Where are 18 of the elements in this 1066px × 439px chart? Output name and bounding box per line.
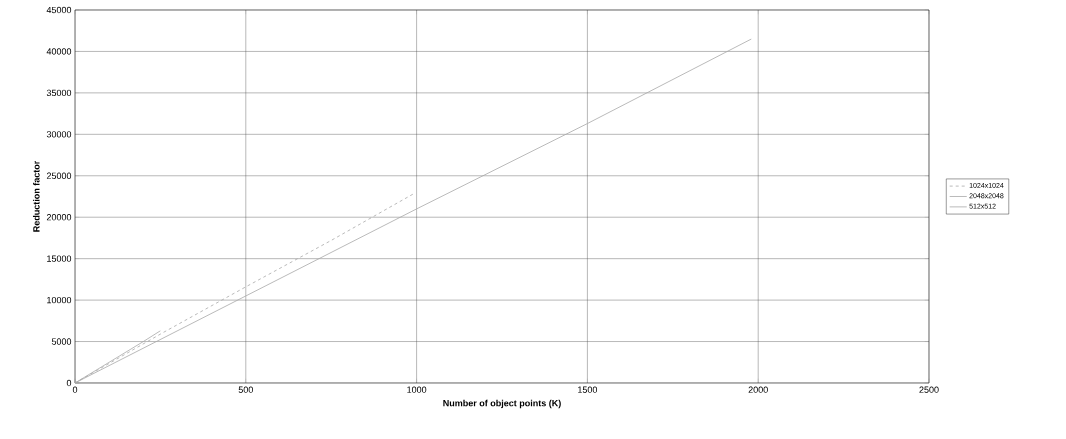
- y-axis-title: Reduction factor: [32, 160, 40, 232]
- y-tick-label: 30000: [46, 131, 72, 138]
- x-tick-label: 0: [72, 386, 78, 393]
- y-tick-label: 20000: [46, 214, 72, 221]
- y-tick-label: 40000: [46, 48, 72, 55]
- x-tick-label: 2000: [748, 386, 768, 393]
- x-axis-title: Number of object points (K): [443, 399, 561, 409]
- y-tick-label: 45000: [46, 6, 72, 14]
- x-tick-label: 500: [238, 386, 253, 393]
- x-tick-label: 1500: [578, 386, 598, 393]
- x-tick-label: 2500: [919, 386, 939, 393]
- y-tick-label: 25000: [46, 172, 72, 179]
- y-tick-label: 35000: [46, 89, 72, 97]
- y-tick-label: 15000: [47, 255, 72, 262]
- y-tick-label: 5000: [51, 338, 72, 345]
- x-tick-label: 1000: [407, 386, 427, 393]
- y-tick-label: 10000: [47, 296, 72, 304]
- y-tick-label: 0: [66, 379, 72, 387]
